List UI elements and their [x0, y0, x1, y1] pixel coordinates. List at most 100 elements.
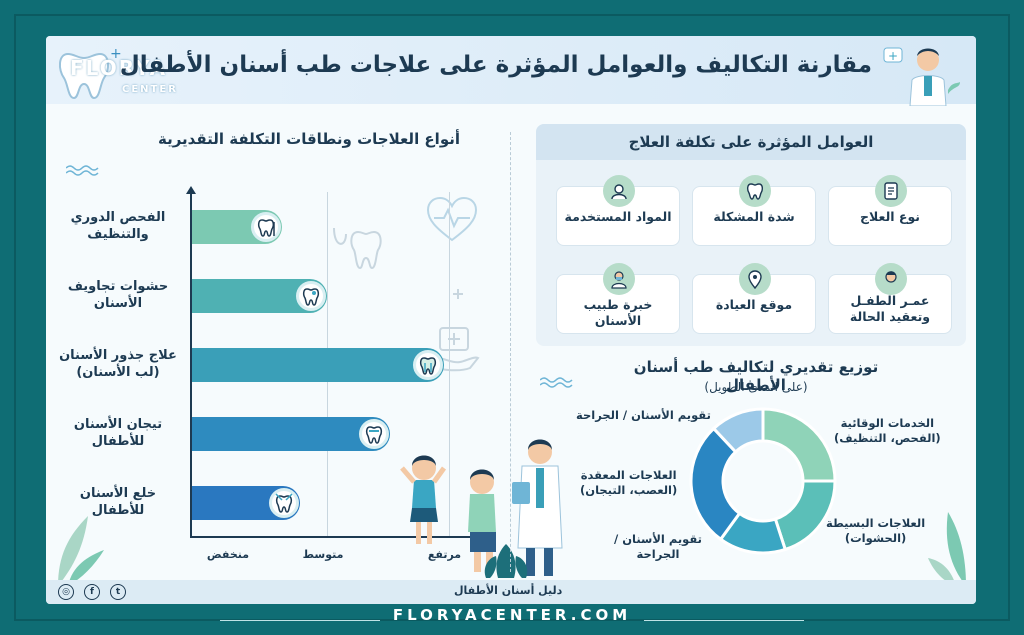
donut-label-sub: الجراحة [636, 547, 680, 561]
donut-label-line: العلاجات المعقدة [580, 468, 677, 482]
factor-label-line: موقع العيادة [715, 297, 793, 312]
doctor-illustration-icon: + [883, 47, 960, 106]
url-line-left [220, 620, 380, 621]
chart-x-tick-label: متوسط [302, 548, 344, 561]
instagram-icon[interactable]: ◎ [58, 584, 74, 600]
facebook-icon[interactable]: f [84, 584, 100, 600]
factor-card: شدة المشكلة [692, 175, 816, 246]
panel-divider [510, 132, 511, 572]
page-title: مقارنة التكاليف والعوامل المؤثرة على علا… [119, 52, 872, 78]
chart-category-line: للأطفال [91, 503, 145, 518]
tooth-crown-icon [359, 419, 389, 449]
tooth-logo-icon: + [58, 46, 122, 100]
factor-card: خبرة طبيب الأسنان [556, 263, 680, 334]
chart-category-line: (لب الأسنان) [76, 365, 160, 380]
factor-card: عمـر الطفـل وتعقيد الحالة [828, 263, 952, 334]
svg-text:+: + [888, 49, 898, 63]
chart-category-label: خلع الأسنان للأطفال [54, 485, 182, 519]
chart-category-line: تيجان الأسنان [73, 417, 163, 432]
heart-pulse-icon [426, 196, 478, 242]
plant-right-icon [928, 512, 966, 586]
factor-card: نوع العلاج [828, 175, 952, 246]
chart-category-line: حشوات تجاويف [67, 279, 169, 294]
factor-card: المواد المستخدمة [556, 175, 680, 246]
donut-label-sub: (الفحص، التنظيف) [834, 431, 941, 445]
chart-bar [192, 417, 390, 451]
footer-url[interactable]: FLORYACENTER.COM [392, 606, 632, 624]
factors-title: العوامل المؤثرة على تكلفة العلاج [536, 124, 966, 160]
tooth-extraction-icon [269, 488, 299, 518]
chart-x-axis [190, 536, 470, 538]
svg-text:+: + [110, 46, 122, 62]
chart-category-line: الفحص الدوري [70, 210, 166, 225]
donut-label-line: العلاجات البسيطة [826, 516, 926, 530]
chart-category-line: خلع الأسنان [79, 486, 157, 501]
factor-label: خبرة طبيب الأسنان [561, 297, 675, 329]
chart-category-label: الفحص الدوري والتنظيف [54, 209, 182, 243]
factor-label: موقع العيادة [697, 297, 811, 313]
donut-title: توزيع تقديري لتكاليف طب أسنان الأطفال [633, 358, 879, 394]
donut-segment-label: العلاجات المعقدة (العصب، التيجان) [580, 468, 677, 498]
chart-category-label: حشوات تجاويف الأسنان [54, 278, 182, 312]
donut-segment-label: الخدمات الوقائية (الفحص، التنظيف) [834, 416, 941, 446]
chart-bar [192, 348, 444, 382]
donut-label-line: الخدمات الوقائية [840, 416, 935, 430]
clipboard-icon [875, 175, 907, 207]
donut-segment-label: تقويم الأسنان / الجراحة [576, 408, 711, 423]
chart-bar [192, 279, 327, 313]
chart-x-tick-label: منخفض [206, 548, 250, 561]
plant-left-icon [58, 516, 104, 586]
factor-label-line: نوع العلاج [860, 209, 920, 224]
tooth-root-icon [413, 350, 443, 380]
factor-label-line: المواد المستخدمة [564, 209, 672, 224]
factor-label: شدة المشكلة [697, 209, 811, 225]
factor-label-line: عمـر الطفـل [850, 293, 930, 308]
chart-title: أنواع العلاجات ونطاقات التكلفة التقديرية [157, 130, 460, 148]
url-line-right [644, 620, 804, 621]
kids-doctor-illustration-icon [400, 439, 563, 578]
wave-deco-icon-2 [540, 377, 573, 388]
donut-label-line: تقويم الأسنان / الجراحة [576, 408, 711, 422]
dentist-icon [603, 263, 635, 295]
header-banner: + FLORYA CENTER مقارنة التكاليف والعوامل… [46, 36, 976, 106]
plus-deco-icon [453, 289, 463, 299]
footer-caption: دليل أسنان الأطفال [454, 584, 563, 597]
chart-category-line: علاج جذور الأسنان [59, 348, 177, 363]
donut-segment-label: تقويم الأسنان / الجراحة [614, 532, 702, 562]
chart-gridline [448, 192, 450, 536]
factor-label: عمـر الطفـل وتعقيد الحالة [833, 293, 947, 325]
donut-label-sub: (الحشوات) [844, 531, 907, 545]
factor-label-line: خبرة طبيب الأسنان [583, 297, 653, 328]
factor-label-line: وتعقيد الحالة [849, 309, 931, 324]
donut-label-line: تقويم الأسنان / [614, 532, 702, 546]
chart-y-axis [186, 186, 196, 538]
tooth-icon [739, 175, 771, 207]
location-pin-icon [739, 263, 771, 295]
wave-deco-icon [66, 165, 99, 176]
tooth-mirror-icon [251, 212, 281, 242]
donut-chart [689, 407, 837, 555]
materials-icon [603, 175, 635, 207]
chart-category-line: الأسنان [93, 296, 143, 311]
donut-label-sub: (العصب، التيجان) [580, 483, 678, 497]
chart-category-line: والتنظيف [87, 227, 149, 242]
chart-category-label: علاج جذور الأسنان (لب الأسنان) [54, 347, 182, 381]
child-icon [875, 263, 907, 295]
donut-segment [711, 407, 765, 454]
chart-bar [192, 486, 300, 520]
brand-logo: FLORYA [70, 56, 168, 80]
donut-segment-label: العلاجات البسيطة (الحشوات) [826, 516, 925, 546]
stethoscope-tooth-icon [333, 227, 382, 270]
infographic-card: + FLORYA CENTER مقارنة التكاليف والعوامل… [46, 36, 976, 604]
factor-label-line: شدة المشكلة [713, 209, 795, 224]
chart-bar [192, 210, 282, 244]
brand-logo-sub: CENTER [122, 84, 178, 95]
donut-subtitle: (على المدى الطويل) [704, 380, 808, 394]
tooth-filling-icon [296, 281, 326, 311]
twitter-icon[interactable]: t [110, 584, 126, 600]
factor-label: نوع العلاج [833, 209, 947, 225]
chart-category-line: للأطفال [91, 434, 145, 449]
donut-segment [761, 407, 837, 483]
chart-x-tick-label: مرتفع [427, 548, 462, 561]
chart-category-label: تيجان الأسنان للأطفال [54, 416, 182, 450]
